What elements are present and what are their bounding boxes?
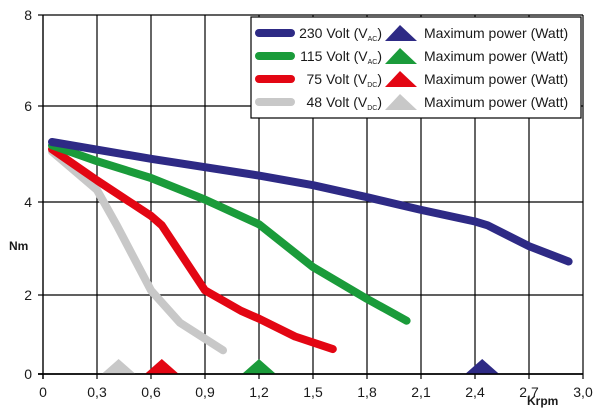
y-axis-label: Nm (9, 239, 28, 253)
series-line-ac-230 (48, 138, 573, 266)
series-line-dc-48 (48, 147, 227, 355)
x-tick-label: 0,6 (141, 384, 161, 400)
y-tick-label: 4 (24, 194, 32, 210)
max-power-marker (465, 359, 500, 374)
x-tick-label: 2,1 (411, 384, 431, 400)
legend: 230 Volt (VAC) Maximum power (Watt)115 Vo… (250, 16, 582, 119)
max-power-marker (144, 359, 179, 374)
max-power-marker (101, 359, 136, 374)
legend-marker-icon (385, 48, 417, 64)
x-tick-label: 0,3 (87, 384, 107, 400)
legend-item: 48 Volt (VDC) Maximum power (Watt) (255, 94, 568, 112)
x-tick-label: 2,4 (465, 384, 485, 400)
legend-label: 230 Volt (VAC) (299, 25, 382, 43)
y-tick-label: 0 (24, 366, 32, 382)
series-line-dc-75 (48, 145, 337, 354)
legend-box (250, 16, 582, 119)
y-tick-labels: 0 2 4 6 8 (24, 7, 32, 382)
legend-label: 48 Volt (VDC) (307, 94, 383, 112)
x-tick-label: 0,9 (195, 384, 215, 400)
legend-marker-label: Maximum power (Watt) (424, 71, 568, 87)
legend-item: 230 Volt (VAC) Maximum power (Watt) (255, 25, 568, 43)
x-tick-label: 3,0 (573, 384, 593, 400)
legend-label: 75 Volt (VDC) (307, 71, 383, 89)
max-power-markers (38, 359, 583, 375)
y-tick-label: 2 (24, 287, 32, 303)
y-tick-label: 8 (24, 7, 32, 23)
series-line-ac-115 (48, 141, 411, 325)
y-tick-label: 6 (24, 98, 32, 114)
legend-label: 115 Volt (VAC) (300, 48, 382, 66)
legend-marker-label: Maximum power (Watt) (424, 48, 568, 64)
x-tick-label: 0 (39, 384, 47, 400)
series-lines (48, 138, 573, 355)
legend-marker-label: Maximum power (Watt) (424, 94, 568, 110)
max-power-marker (242, 359, 276, 374)
x-tick-labels: 0 0,3 0,6 0,9 1,2 1,5 1,8 2,1 2,4 2,7 3,0 (39, 384, 593, 400)
legend-item: 75 Volt (VDC) Maximum power (Watt) (255, 71, 568, 89)
x-tick-label: 1,8 (357, 384, 377, 400)
legend-marker-icon (385, 94, 417, 110)
x-tick-label: 1,2 (249, 384, 269, 400)
legend-marker-icon (385, 71, 417, 87)
legend-marker-label: Maximum power (Watt) (424, 25, 568, 41)
legend-item: 115 Volt (VAC) Maximum power (Watt) (255, 48, 568, 66)
legend-marker-icon (385, 25, 417, 41)
x-tick-label: 2,7 (519, 384, 539, 400)
x-axis-label: Krpm (527, 394, 558, 408)
x-tick-label: 1,5 (303, 384, 323, 400)
